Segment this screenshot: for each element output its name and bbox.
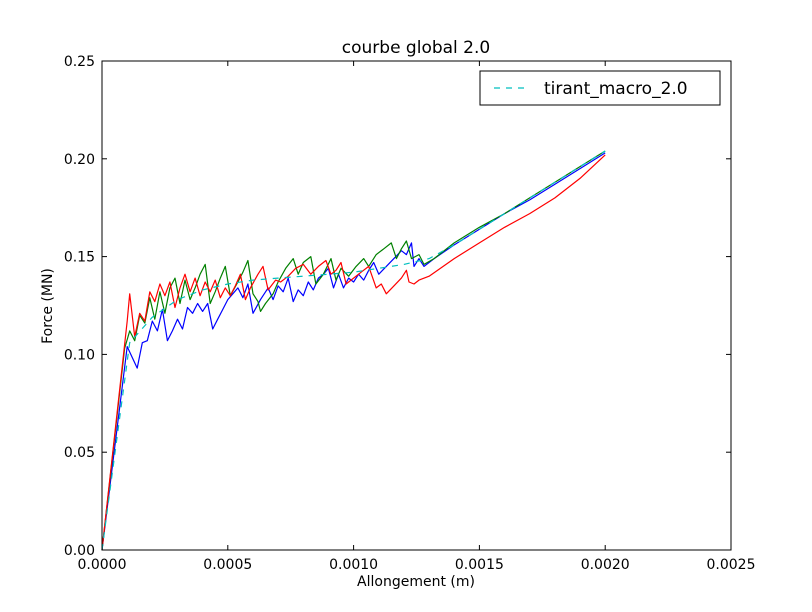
y-axis: 0.00 0.05 0.10 0.15 0.20 0.25 <box>64 54 731 559</box>
y-tick-label: 0.10 <box>64 347 95 363</box>
series-line-0 <box>101 152 606 551</box>
chart-title: courbe global 2.0 <box>342 38 490 58</box>
x-tick-label: 0.0000 <box>78 557 127 573</box>
x-tick-label: 0.0015 <box>455 557 504 573</box>
series-line-3 <box>101 150 606 551</box>
plot-area <box>101 60 732 551</box>
x-tick-label: 0.0025 <box>707 557 756 573</box>
x-tick-label: 0.0020 <box>581 557 630 573</box>
x-axis: 0.0000 0.0005 0.0010 0.0015 0.0020 0.0025 <box>78 61 756 573</box>
y-axis-label: Force (MN) <box>40 268 56 344</box>
y-tick-label: 0.25 <box>64 54 95 70</box>
x-tick-label: 0.0010 <box>329 557 378 573</box>
y-tick-label: 0.20 <box>64 152 95 168</box>
x-tick-label: 0.0005 <box>203 557 252 573</box>
y-tick-label: 0.05 <box>64 445 95 461</box>
series-line-2 <box>101 154 606 551</box>
y-tick-label: 0.15 <box>64 250 95 266</box>
legend: tirant_macro_2.0 <box>479 70 721 106</box>
legend-label-tirant-macro: tirant_macro_2.0 <box>544 79 688 99</box>
plot-frame <box>101 60 732 551</box>
y-tick-label: 0.00 <box>64 543 95 559</box>
series-layer <box>101 150 606 551</box>
x-axis-label: Allongement (m) <box>357 574 475 590</box>
series-line-1 <box>101 150 606 551</box>
